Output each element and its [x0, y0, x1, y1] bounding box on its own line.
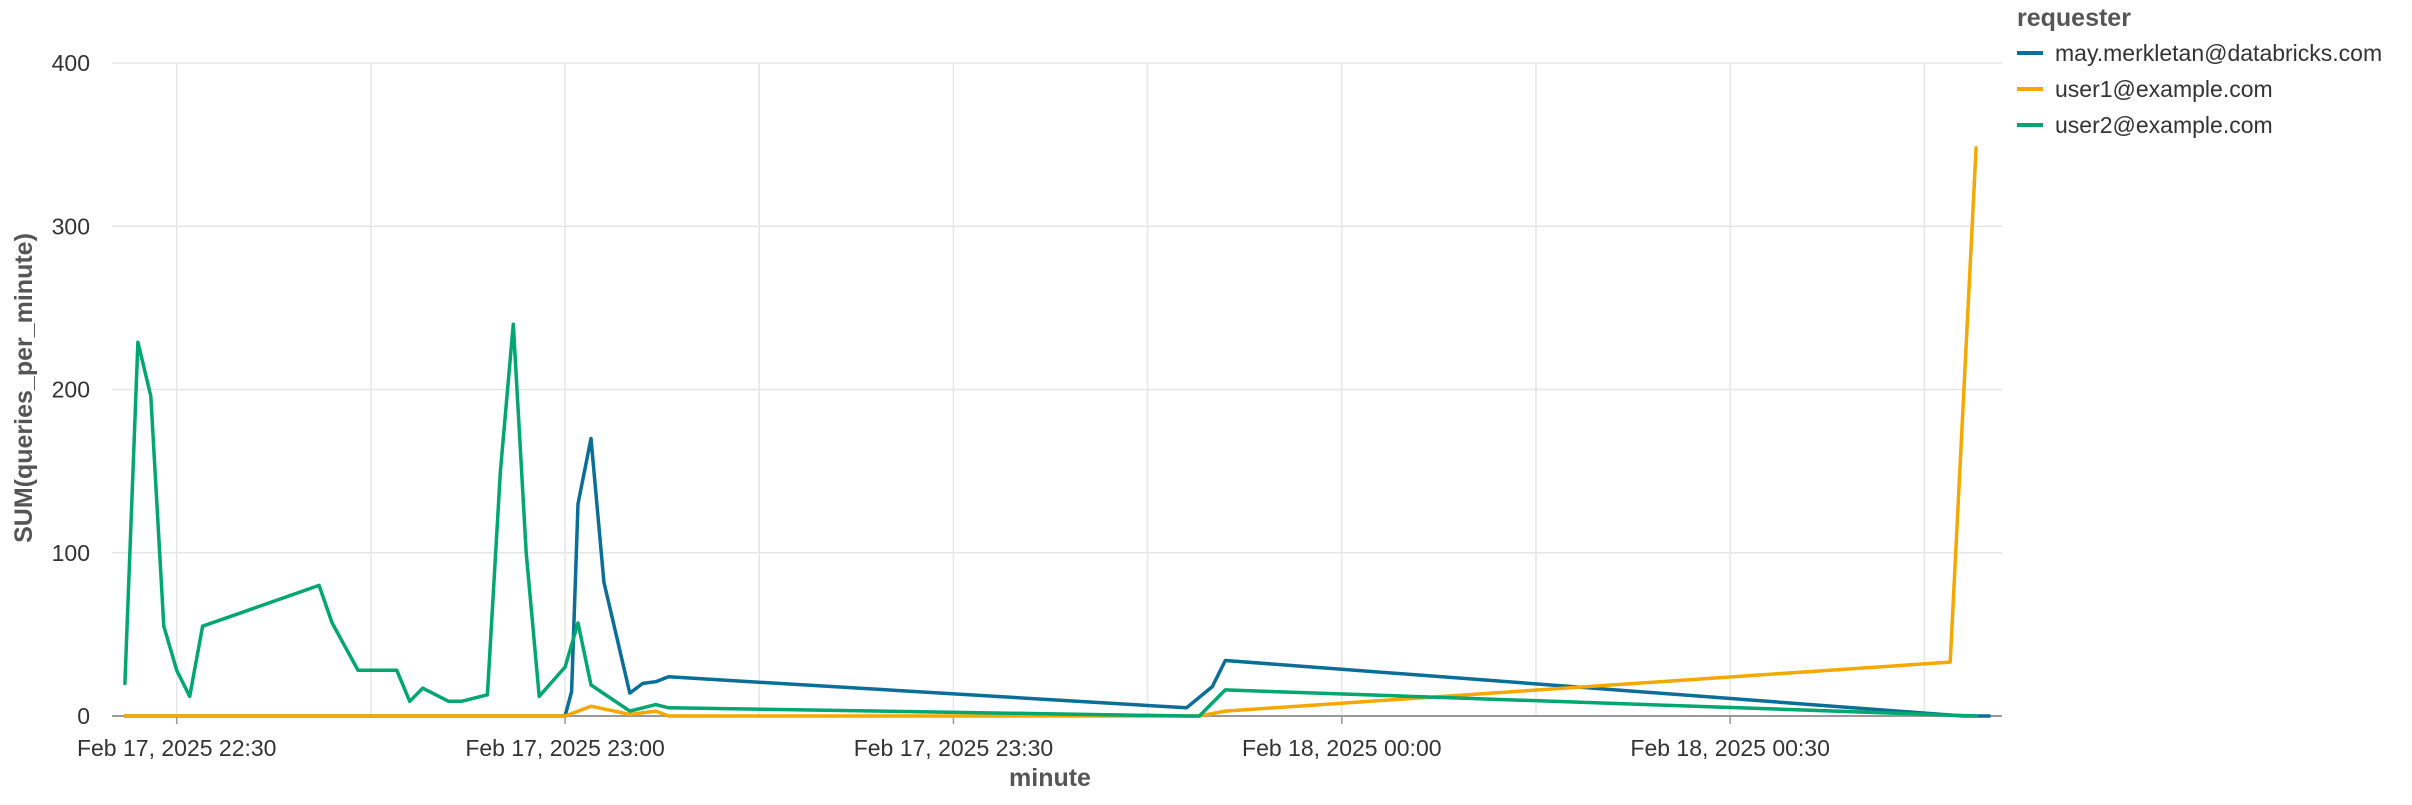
legend-label: user2@example.com — [2055, 112, 2273, 138]
series-line-2 — [123, 146, 1978, 718]
x-tick-label: Feb 17, 2025 23:00 — [465, 735, 665, 761]
series-line-3 — [123, 322, 1978, 718]
y-tick-label: 200 — [52, 377, 90, 403]
axis-layer: 0 100 200 300 400 Feb 17, 2025 22:30 Feb 17, 2… — [52, 50, 2002, 761]
y-axis-title: SUM(queries_per_minute) — [10, 233, 38, 543]
y-tick-label: 300 — [52, 213, 90, 239]
y-tick-label: 400 — [52, 50, 90, 76]
legend-item[interactable]: may.merkletan@databricks.com — [2017, 40, 2382, 66]
legend-item[interactable]: user1@example.com — [2017, 76, 2273, 102]
y-tick-label: 100 — [52, 540, 90, 566]
x-axis-title: minute — [1009, 764, 1091, 792]
legend-label: may.merkletan@databricks.com — [2055, 40, 2382, 66]
x-tick-label: Feb 18, 2025 00:00 — [1242, 735, 1442, 761]
legend[interactable]: requester may.merkletan@databricks.com us… — [2017, 4, 2382, 138]
y-tick-label: 0 — [77, 703, 90, 729]
series-layer — [123, 146, 1991, 718]
legend-label: user1@example.com — [2055, 76, 2273, 102]
legend-item[interactable]: user2@example.com — [2017, 112, 2273, 138]
grid-layer — [112, 62, 2002, 717]
series-line-1 — [123, 436, 1991, 718]
x-tick-label: Feb 17, 2025 23:30 — [854, 735, 1054, 761]
x-tick-label: Feb 17, 2025 22:30 — [77, 735, 277, 761]
legend-title: requester — [2017, 4, 2131, 32]
x-tick-label: Feb 18, 2025 00:30 — [1630, 735, 1830, 761]
